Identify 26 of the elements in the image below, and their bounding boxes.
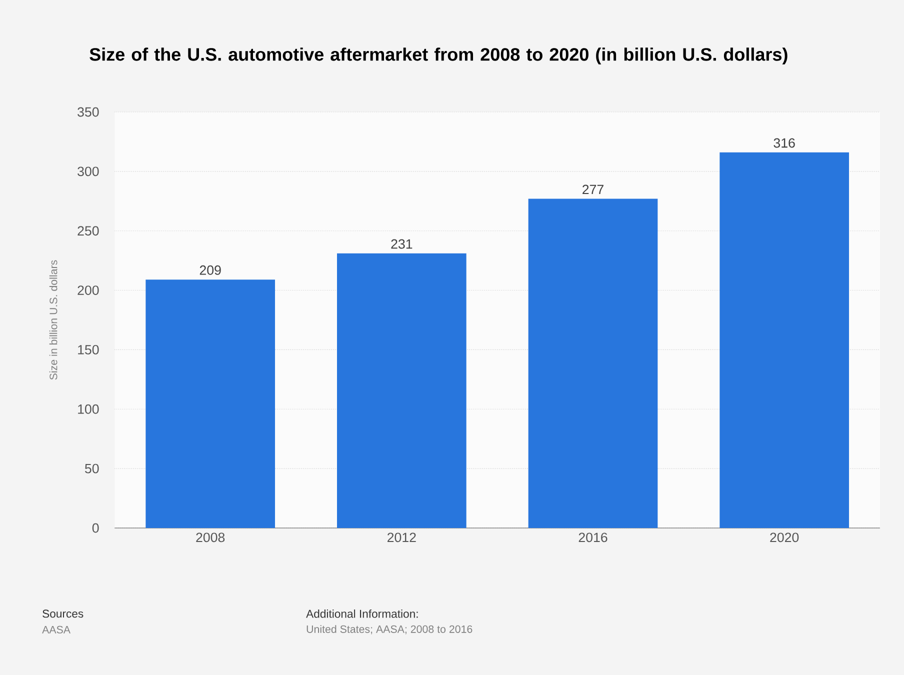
text: Additional Information: xyxy=(306,609,418,618)
bar xyxy=(720,152,849,528)
text: Sources xyxy=(42,610,84,618)
y-tick-label: 250 xyxy=(78,226,99,236)
bar xyxy=(146,280,276,528)
chart-title: Size of the U.S. automotive aftermarket from 2008 to 2020 (in billion U.S. dollars) xyxy=(90,48,788,64)
x-tick-label: 2020 xyxy=(770,532,799,542)
x-tick-label: 2016 xyxy=(578,532,608,542)
text: United States; AASA; 2008 to 2016 xyxy=(306,625,472,634)
data-label: 209 xyxy=(200,265,221,275)
bar xyxy=(528,198,658,528)
y-tick-label: 0 xyxy=(92,523,99,533)
y-tick-label: 350 xyxy=(78,107,99,117)
bar xyxy=(337,253,466,528)
data-label: 231 xyxy=(391,239,412,249)
x-tick-label: 2008 xyxy=(196,532,225,542)
y-tick-label: 300 xyxy=(78,166,99,176)
data-label: 277 xyxy=(582,184,604,194)
y-axis-title: Size in billion U.S. dollars xyxy=(49,260,58,380)
text: AASA xyxy=(42,626,70,634)
y-tick-label: 100 xyxy=(78,404,99,414)
y-tick-label: 50 xyxy=(85,464,99,474)
data-label: 316 xyxy=(774,138,795,148)
y-tick-label: 200 xyxy=(78,286,99,295)
x-tick-label: 2012 xyxy=(388,532,416,542)
y-tick-label: 150 xyxy=(78,344,99,354)
